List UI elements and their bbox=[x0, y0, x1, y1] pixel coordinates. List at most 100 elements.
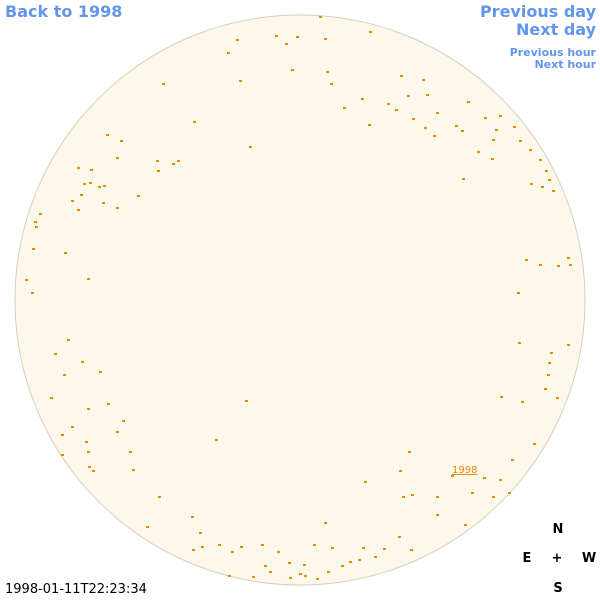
feature-mark bbox=[215, 439, 218, 441]
feature-mark bbox=[162, 83, 165, 85]
feature-mark bbox=[77, 167, 80, 169]
compass-center: + bbox=[551, 551, 563, 566]
next-hour-link[interactable]: Next hour bbox=[534, 58, 597, 71]
feature-mark bbox=[358, 559, 361, 561]
feature-mark bbox=[511, 459, 514, 461]
feature-mark bbox=[120, 140, 123, 142]
feature-mark bbox=[239, 80, 242, 82]
feature-mark bbox=[484, 117, 487, 119]
feature-mark bbox=[89, 182, 92, 184]
feature-mark bbox=[240, 546, 243, 548]
feature-mark bbox=[408, 451, 411, 453]
feature-mark bbox=[132, 469, 135, 471]
feature-mark bbox=[316, 578, 319, 580]
feature-mark bbox=[80, 194, 83, 196]
feature-mark bbox=[422, 79, 425, 81]
feature-mark bbox=[98, 186, 101, 188]
feature-mark bbox=[361, 98, 364, 100]
feature-mark bbox=[107, 403, 110, 405]
feature-mark bbox=[400, 75, 403, 77]
feature-mark bbox=[137, 195, 140, 197]
feature-mark bbox=[548, 362, 551, 364]
feature-mark bbox=[291, 69, 294, 71]
feature-mark bbox=[368, 124, 371, 126]
feature-mark bbox=[88, 466, 91, 468]
feature-mark bbox=[81, 361, 84, 363]
feature-mark bbox=[330, 83, 333, 85]
compass-west: W bbox=[581, 551, 597, 566]
feature-mark bbox=[87, 278, 90, 280]
feature-mark bbox=[54, 353, 57, 355]
feature-mark bbox=[87, 451, 90, 453]
compass-south: S bbox=[553, 581, 563, 596]
feature-mark bbox=[122, 420, 125, 422]
feature-mark bbox=[436, 496, 439, 498]
feature-mark bbox=[299, 573, 302, 575]
previous-day-link[interactable]: Previous day bbox=[479, 2, 596, 21]
feature-mark bbox=[50, 397, 53, 399]
feature-mark bbox=[25, 279, 28, 281]
feature-mark bbox=[550, 352, 553, 354]
timestamp: 1998-01-11T22:23:34 bbox=[5, 582, 147, 597]
feature-mark bbox=[533, 443, 536, 445]
previous-hour-link[interactable]: Previous hour bbox=[509, 46, 596, 59]
feature-mark bbox=[491, 158, 494, 160]
feature-mark bbox=[77, 209, 80, 211]
features bbox=[25, 16, 572, 580]
feature-mark bbox=[327, 571, 330, 573]
feature-mark bbox=[410, 549, 413, 551]
feature-mark bbox=[374, 556, 377, 558]
feature-mark bbox=[383, 548, 386, 550]
feature-mark bbox=[567, 257, 570, 259]
feature-mark bbox=[34, 221, 37, 223]
feature-mark bbox=[545, 170, 548, 172]
feature-mark bbox=[61, 454, 64, 456]
feature-mark bbox=[569, 264, 572, 266]
feature-mark bbox=[39, 213, 42, 215]
next-day-link[interactable]: Next day bbox=[516, 20, 596, 39]
feature-mark bbox=[525, 259, 528, 261]
feature-mark bbox=[201, 546, 204, 548]
feature-mark bbox=[467, 101, 470, 103]
feature-mark bbox=[557, 265, 560, 267]
feature-mark bbox=[85, 441, 88, 443]
feature-mark bbox=[547, 374, 550, 376]
feature-mark bbox=[227, 52, 230, 54]
feature-mark bbox=[158, 496, 161, 498]
feature-mark bbox=[35, 226, 38, 228]
disk-label-link[interactable]: 1998 bbox=[452, 465, 478, 476]
feature-mark bbox=[518, 342, 521, 344]
feature-mark bbox=[249, 146, 252, 148]
feature-mark bbox=[326, 71, 329, 73]
feature-mark bbox=[552, 190, 555, 192]
feature-mark bbox=[32, 248, 35, 250]
feature-mark bbox=[116, 431, 119, 433]
feature-mark bbox=[192, 549, 195, 551]
feature-mark bbox=[411, 494, 414, 496]
feature-mark bbox=[349, 561, 352, 563]
feature-mark bbox=[92, 470, 95, 472]
compass-north: N bbox=[552, 522, 564, 537]
feature-mark bbox=[398, 536, 401, 538]
feature-mark bbox=[492, 139, 495, 141]
feature-mark bbox=[426, 94, 429, 96]
back-link[interactable]: Back to 1998 bbox=[5, 2, 123, 21]
feature-mark bbox=[103, 185, 106, 187]
feature-mark bbox=[451, 475, 454, 477]
feature-mark bbox=[508, 492, 511, 494]
feature-mark bbox=[275, 35, 278, 37]
feature-mark bbox=[402, 496, 405, 498]
feature-mark bbox=[499, 115, 502, 117]
feature-mark bbox=[146, 526, 149, 528]
feature-mark bbox=[116, 207, 119, 209]
feature-mark bbox=[495, 129, 498, 131]
feature-mark bbox=[530, 183, 533, 185]
feature-mark bbox=[539, 264, 542, 266]
feature-mark bbox=[313, 544, 316, 546]
feature-mark bbox=[64, 252, 67, 254]
feature-mark bbox=[231, 551, 234, 553]
feature-mark bbox=[412, 118, 415, 120]
feature-mark bbox=[191, 516, 194, 518]
feature-mark bbox=[369, 31, 372, 33]
